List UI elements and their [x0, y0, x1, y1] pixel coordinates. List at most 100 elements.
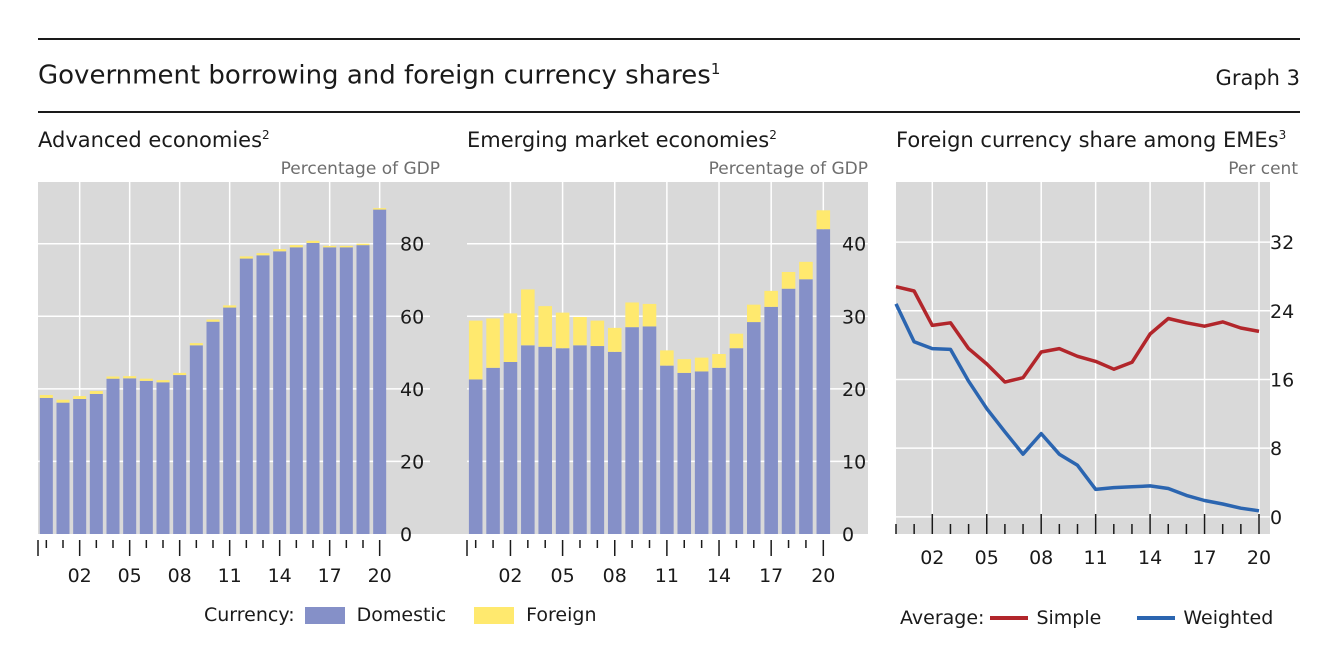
line-simple — [895, 284, 1260, 384]
bar-domestic-2002 — [503, 361, 518, 534]
bar-foreign-2000 — [39, 395, 53, 398]
bar-domestic-2011 — [660, 365, 674, 534]
y-tick-label-emerging: 30 — [842, 306, 866, 328]
bar-domestic-2004 — [106, 378, 120, 534]
bar-foreign-2004 — [106, 376, 120, 379]
bar-foreign-2000 — [468, 320, 483, 380]
bar-domestic-2011 — [223, 307, 237, 534]
bar-domestic-2006 — [139, 380, 153, 534]
legend-currency: Currency: Domestic Foreign — [204, 604, 597, 626]
x-tick-label-advanced: 02 — [68, 565, 92, 587]
bar-foreign-2009 — [625, 302, 639, 328]
unit-label-emerging: Percentage of GDP — [708, 159, 868, 179]
bar-foreign-2013 — [694, 357, 709, 372]
bar-domestic-2015 — [729, 348, 744, 534]
bar-foreign-2005 — [555, 312, 570, 349]
bar-foreign-2012 — [239, 256, 253, 259]
bar-foreign-2014 — [273, 249, 287, 252]
legend-swatch-simple — [990, 616, 1029, 620]
bar-domestic-2019 — [799, 279, 813, 534]
bar-foreign-2011 — [223, 305, 237, 308]
bar-foreign-2006 — [573, 316, 587, 346]
x-tick-label-fx-share: 20 — [1247, 547, 1271, 569]
bar-domestic-2000 — [39, 397, 53, 534]
bar-domestic-2012 — [677, 372, 692, 534]
x-tick-label-fx-share: 17 — [1192, 547, 1216, 569]
y-tick-label-fx-share: 32 — [1270, 232, 1294, 254]
bar-domestic-2006 — [573, 345, 587, 534]
bar-foreign-2003 — [521, 289, 535, 346]
bar-domestic-2007 — [590, 346, 605, 534]
x-tick-label-emerging: 08 — [603, 565, 627, 587]
legend-swatch-domestic — [304, 606, 345, 624]
bar-foreign-2010 — [206, 319, 220, 322]
x-tick-label-emerging: 05 — [551, 565, 575, 587]
panel-title-emerging: Emerging market economies2 — [467, 128, 777, 152]
bar-foreign-2002 — [503, 313, 518, 362]
bar-domestic-2003 — [89, 393, 103, 534]
x-tick-label-fx-share: 14 — [1138, 547, 1162, 569]
y-tick-label-fx-share: 0 — [1270, 507, 1282, 529]
bar-foreign-2019 — [799, 261, 813, 280]
bar-domestic-2005 — [123, 378, 137, 534]
graph-label: Graph 3 — [1215, 66, 1300, 90]
x-tick-label-emerging: 11 — [655, 565, 679, 587]
bar-domestic-2013 — [694, 371, 709, 534]
x-tick-label-advanced: 08 — [168, 565, 192, 587]
bar-foreign-2013 — [256, 253, 270, 256]
bar-foreign-2004 — [538, 306, 552, 347]
bar-domestic-2001 — [56, 402, 70, 534]
bar-domestic-2013 — [256, 255, 270, 534]
legend-swatch-foreign — [474, 606, 515, 624]
bar-domestic-2019 — [356, 245, 370, 534]
bar-domestic-2005 — [555, 348, 570, 534]
bar-foreign-2005 — [123, 376, 137, 379]
bar-foreign-2016 — [306, 240, 320, 243]
bar-domestic-2001 — [486, 367, 500, 534]
x-tick-label-advanced: 14 — [268, 565, 292, 587]
y-tick-label-fx-share: 16 — [1270, 369, 1294, 391]
y-tick-label-emerging: 40 — [842, 234, 866, 256]
panel-title-fx-share: Foreign currency share among EMEs3 — [896, 128, 1287, 152]
bar-domestic-2009 — [189, 345, 203, 534]
x-tick-label-emerging: 02 — [498, 565, 522, 587]
bar-foreign-2006 — [139, 378, 153, 381]
x-tick-label-emerging: 14 — [707, 565, 731, 587]
y-tick-label-fx-share: 8 — [1270, 438, 1282, 460]
bar-domestic-2020 — [816, 229, 831, 534]
bar-foreign-2018 — [339, 245, 353, 248]
y-tick-label-emerging: 10 — [842, 451, 866, 473]
x-tick-label-advanced: 20 — [368, 565, 392, 587]
bar-foreign-2001 — [56, 399, 70, 403]
title-rule — [38, 111, 1300, 113]
y-tick-label-advanced: 80 — [400, 234, 424, 256]
y-tick-label-emerging: 20 — [842, 379, 866, 401]
y-tick-label-emerging: 0 — [842, 524, 854, 546]
bar-domestic-2016 — [747, 322, 761, 534]
bar-foreign-2009 — [189, 343, 203, 346]
legend-label-foreign: Foreign — [526, 604, 597, 626]
unit-label-advanced: Percentage of GDP — [280, 159, 440, 179]
y-tick-label-advanced: 0 — [400, 524, 412, 546]
bar-domestic-2014 — [712, 367, 726, 534]
legend-label-simple: Simple — [1036, 607, 1102, 629]
bar-domestic-2009 — [625, 327, 639, 534]
bar-foreign-2008 — [173, 372, 187, 376]
bar-domestic-2008 — [173, 375, 187, 534]
x-tick-label-emerging: 17 — [759, 565, 783, 587]
bar-foreign-2015 — [729, 333, 744, 349]
bar-domestic-2018 — [339, 247, 353, 534]
legend-label-domestic: Domestic — [356, 604, 447, 626]
bar-domestic-2018 — [781, 288, 796, 534]
bar-domestic-2010 — [206, 321, 220, 534]
bar-foreign-2012 — [677, 359, 692, 373]
bar-foreign-2020 — [816, 210, 831, 230]
line-weighted — [894, 303, 1260, 513]
bar-domestic-2015 — [289, 247, 303, 534]
legend-average: Average: Simple Weighted — [900, 607, 1273, 629]
bar-foreign-2001 — [486, 318, 500, 368]
bar-domestic-2016 — [306, 242, 320, 534]
y-tick-label-fx-share: 24 — [1270, 301, 1294, 323]
page-title: Government borrowing and foreign currenc… — [38, 60, 721, 91]
x-tick-label-fx-share: 05 — [975, 547, 999, 569]
